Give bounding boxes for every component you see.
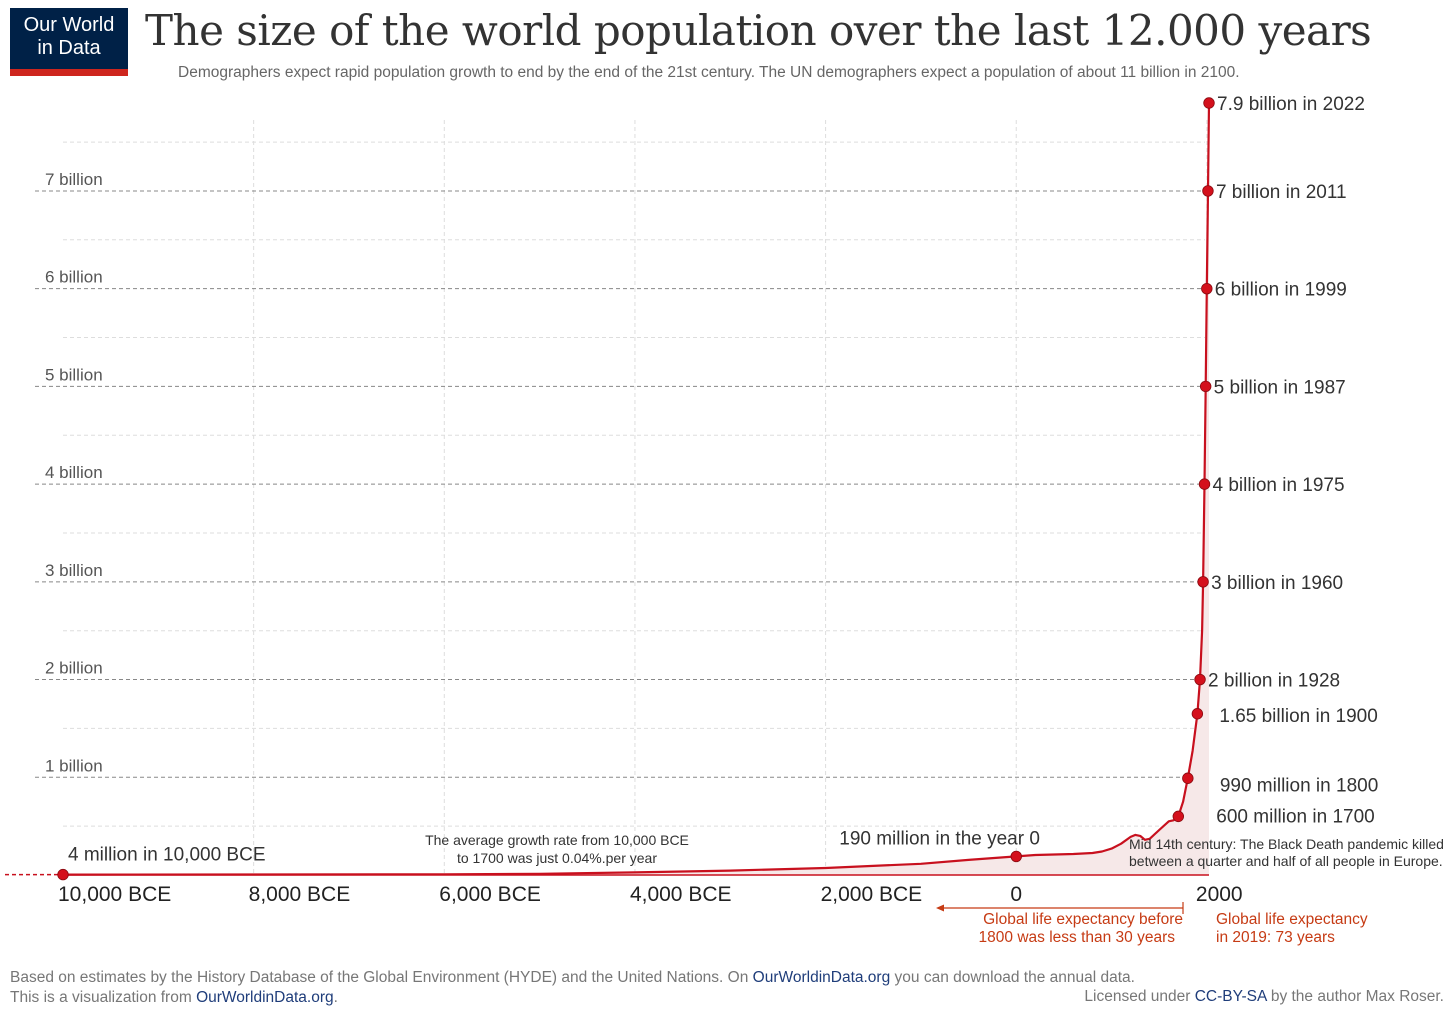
source-line1: Based on estimates by the History Databa… xyxy=(10,968,1135,988)
data-point xyxy=(1197,576,1209,588)
population-chart: 4 million in 10,000 BCE 190 million in th… xyxy=(5,94,1444,946)
x-axis-ticks: 10,000 BCE 8,000 BCE 6,000 BCE 4,000 BCE 2,0… xyxy=(58,883,1243,906)
data-point-label: 7 billion in 2011 xyxy=(1216,182,1347,203)
data-point xyxy=(1201,282,1213,295)
data-point xyxy=(1202,185,1214,197)
area-fill-group xyxy=(63,103,1209,875)
source-line1-suffix: you can download the annual data. xyxy=(890,969,1135,986)
data-point-label: 990 million in 1800 xyxy=(1220,775,1378,796)
data-point-label: 4 billion in 1975 xyxy=(1213,475,1345,496)
logo-line2: in Data xyxy=(37,37,101,59)
data-point-label: 190 million in the year 0 xyxy=(839,828,1040,849)
y-tick-label: 1 billion xyxy=(45,756,103,775)
life-expectancy-before-line1: Global life expectancy before xyxy=(983,911,1183,928)
x-tick-label: 8,000 BCE xyxy=(249,883,351,906)
chart-title: The size of the world population over th… xyxy=(145,6,1372,55)
license-link[interactable]: CC-BY-SA xyxy=(1194,988,1267,1005)
data-point xyxy=(1182,772,1194,784)
life-expectancy-arrow xyxy=(936,902,1184,914)
black-death-note-line1: Mid 14th century: The Black Death pandem… xyxy=(1129,836,1444,852)
data-point-label: 1.65 billion in 1900 xyxy=(1219,706,1377,727)
life-expectancy-before-line2: 1800 was less than 30 years xyxy=(979,929,1176,946)
owid-logo[interactable]: Our World in Data xyxy=(10,8,128,76)
source-line1-prefix: Based on estimates by the History Databa… xyxy=(10,969,753,986)
data-point xyxy=(1198,478,1211,490)
y-tick-label: 3 billion xyxy=(45,561,103,580)
x-tick-label: 2,000 BCE xyxy=(821,883,923,906)
data-point xyxy=(1203,97,1215,109)
data-point xyxy=(1199,380,1212,393)
logo-red-bar xyxy=(10,69,128,76)
growth-rate-note-line1: The average growth rate from 10,000 BCE xyxy=(425,832,689,848)
data-point xyxy=(1010,850,1022,863)
chart-subtitle: Demographers expect rapid population gro… xyxy=(178,64,1240,81)
owid-link-1[interactable]: OurWorldinData.org xyxy=(752,969,891,986)
black-death-note-line2: between a quarter and half of all people… xyxy=(1129,853,1443,869)
growth-rate-note-line2: to 1700 was just 0.04%.per year xyxy=(457,850,657,866)
license-prefix: Licensed under xyxy=(1084,988,1195,1005)
data-point xyxy=(1194,673,1206,686)
data-point xyxy=(1172,810,1185,823)
source-line2-suffix: . xyxy=(333,989,338,1006)
data-point-label: 5 billion in 1987 xyxy=(1214,377,1346,398)
y-axis-ticks: 1 billion 2 billion 3 billion 4 billion 5 bi… xyxy=(45,170,103,775)
logo-line1: Our World xyxy=(23,14,115,36)
x-tick-label: 10,000 BCE xyxy=(58,883,171,906)
license-suffix: by the author Max Roser. xyxy=(1266,988,1444,1005)
life-expectancy-2019-line1: Global life expectancy xyxy=(1216,911,1368,928)
license-note: Licensed under CC-BY-SA by the author Ma… xyxy=(1084,988,1444,1006)
y-tick-label: 7 billion xyxy=(45,170,103,189)
data-point xyxy=(57,868,69,881)
data-points-group xyxy=(57,97,1215,881)
source-line2-prefix: This is a visualization from xyxy=(10,989,197,1006)
x-tick-label: 6,000 BCE xyxy=(439,883,541,906)
series-line-group xyxy=(5,102,1211,876)
owid-link-2[interactable]: OurWorldinData.org xyxy=(196,989,334,1006)
data-point-label: 4 million in 10,000 BCE xyxy=(68,845,266,866)
source-note: Based on estimates by the History Databa… xyxy=(10,968,1135,1008)
data-point-label: 6 billion in 1999 xyxy=(1215,280,1347,301)
grid-lines xyxy=(35,120,1208,875)
data-point-label: 3 billion in 1960 xyxy=(1211,573,1343,594)
life-expectancy-2019-line2: in 2019: 73 years xyxy=(1216,929,1335,946)
source-line2: This is a visualization from OurWorldinD… xyxy=(10,988,1135,1008)
y-tick-label: 5 billion xyxy=(45,365,103,384)
data-point xyxy=(1191,708,1204,720)
y-tick-label: 2 billion xyxy=(45,659,103,678)
x-tick-label: 0 xyxy=(1010,883,1022,906)
y-tick-label: 4 billion xyxy=(45,463,103,482)
x-tick-label: 4,000 BCE xyxy=(630,883,732,906)
data-point-label: 2 billion in 1928 xyxy=(1208,671,1340,692)
point-labels-group: 4 million in 10,000 BCE 190 million in th… xyxy=(68,94,1378,866)
data-point-label: 7.9 billion in 2022 xyxy=(1217,94,1365,115)
data-point-label: 600 million in 1700 xyxy=(1216,806,1374,827)
population-line xyxy=(62,102,1211,876)
y-tick-label: 6 billion xyxy=(45,268,103,287)
x-tick-label: 2000 xyxy=(1196,883,1243,906)
population-area xyxy=(63,103,1209,875)
